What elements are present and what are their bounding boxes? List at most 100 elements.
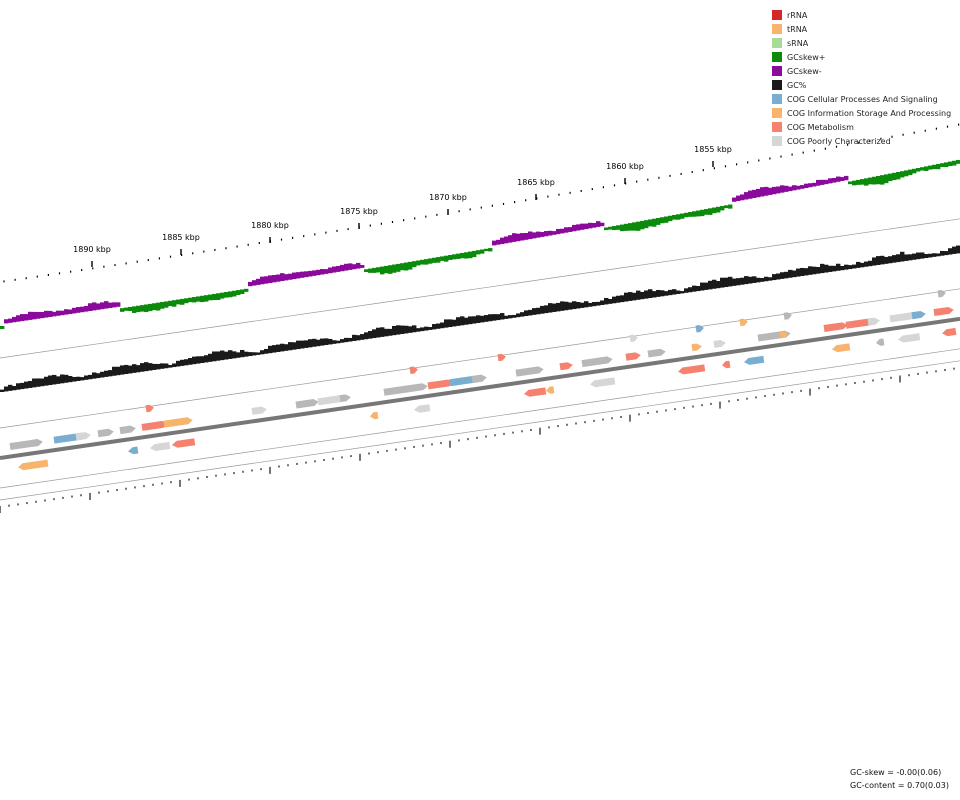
legend-item-cog-information: COG Information Storage And Processing [772, 106, 958, 120]
gc-content-block [360, 334, 365, 340]
legend-swatch [772, 108, 782, 118]
gc-content-block [236, 352, 241, 358]
gcskew-plus-block [720, 206, 725, 211]
gene-shape [713, 340, 726, 348]
gcskew-plus-block [604, 227, 609, 231]
gc-content-block [856, 261, 861, 268]
gc-content-block [340, 339, 345, 343]
gcskew-minus-block [764, 186, 769, 196]
gc-content-block [184, 359, 189, 366]
gc-content-block [508, 315, 513, 319]
gcskew-plus-block [640, 220, 645, 230]
gcskew-minus-block [796, 185, 801, 190]
gc-content-block [204, 355, 209, 363]
gcskew-plus-block [380, 266, 385, 275]
gc-content-block [80, 377, 85, 381]
legend-item-gcskew-minus: GCskew- [772, 64, 958, 78]
gcskew-plus-block [168, 300, 173, 307]
gcskew-minus-block [304, 271, 309, 278]
gene-arrow [119, 425, 136, 435]
gene-arrow [150, 441, 171, 451]
gene-shape [581, 356, 613, 368]
gc-content-block [112, 366, 117, 376]
gc-content-block [280, 343, 285, 352]
ring-line [0, 348, 960, 489]
gene-shape [119, 425, 136, 435]
gene-shape [744, 355, 765, 365]
gene-shape [937, 289, 946, 298]
gcskew-plus-block [376, 267, 381, 273]
gc-content-block [108, 370, 113, 377]
gene-shape [18, 460, 45, 471]
gcskew-plus-block [416, 260, 421, 266]
gc-content-block [484, 315, 489, 322]
gc-content-block [492, 314, 497, 321]
gcskew-minus-block [804, 183, 809, 189]
gc-content-block [308, 339, 313, 348]
gc-content-block [924, 254, 929, 259]
gc-content-block [832, 265, 837, 272]
gcskew-plus-block [432, 257, 437, 263]
gc-content-block [920, 252, 925, 259]
gcskew-minus-block [580, 223, 585, 230]
gc-content-block [272, 345, 277, 353]
gcskew-plus-block [232, 290, 237, 297]
gene-arrow [695, 325, 704, 333]
gcskew-plus-block [204, 295, 209, 302]
gene-arrow [898, 333, 921, 343]
gene-arrow [409, 366, 418, 375]
gene-shape [678, 364, 706, 375]
gene-arrow [546, 386, 555, 394]
gc-content-block [632, 292, 637, 301]
ruler-label: 1855 kbp [694, 145, 732, 154]
gc-content-block [572, 301, 577, 310]
gc-content-block [8, 384, 13, 391]
gene-features [9, 289, 957, 471]
gcskew-minus-block [820, 179, 825, 185]
gcskew-plus-block [404, 262, 409, 271]
gc-content-block [644, 290, 649, 299]
gcskew-minus-block [68, 309, 73, 315]
gcskew-minus-block [320, 269, 325, 275]
gcskew-minus-block [252, 280, 257, 286]
legend-swatch [772, 52, 782, 62]
gc-content-block [848, 265, 853, 270]
gc-content-block [524, 310, 529, 317]
legend-label: COG Poorly Characterized [787, 136, 891, 146]
gc-content-block [552, 303, 557, 312]
gc-content-block [792, 270, 797, 278]
gc-content-block [56, 376, 61, 384]
gcskew-plus-block [948, 161, 953, 166]
ring-line [0, 218, 960, 359]
gc-content-block [292, 342, 297, 350]
gcskew-plus-block [464, 252, 469, 259]
gene-arrow [783, 312, 792, 320]
gc-content-block [724, 277, 729, 288]
gene-arrow [942, 327, 957, 337]
gc-content-block [500, 313, 505, 320]
legend-item-trna: tRNA [772, 22, 958, 36]
gcskew-minus-block [564, 227, 569, 233]
gc-content-block [824, 264, 829, 273]
gc-content-block [220, 350, 225, 361]
gene-arrow [141, 420, 168, 431]
gcskew-minus-block [500, 237, 505, 244]
gc-content-block [192, 356, 197, 365]
gcskew-minus-block [824, 179, 829, 185]
gcskew-minus-block [348, 263, 353, 270]
gc-content-block [692, 285, 697, 292]
gene-shape [933, 306, 954, 317]
gc-content-block [536, 307, 541, 315]
gc-content-block [12, 386, 17, 391]
gcskew-plus-block [608, 226, 613, 230]
legend-label: GCskew- [787, 66, 822, 76]
gcskew-plus-block [916, 168, 921, 172]
gc-skew-track [0, 159, 960, 329]
gc-content-block [532, 308, 537, 315]
gc-content-block [544, 305, 549, 314]
gene-shape [128, 446, 139, 455]
gcskew-plus-block [936, 163, 941, 170]
gcskew-plus-block [228, 291, 233, 298]
gc-content-block [176, 360, 181, 367]
gene-arrow [524, 387, 547, 397]
